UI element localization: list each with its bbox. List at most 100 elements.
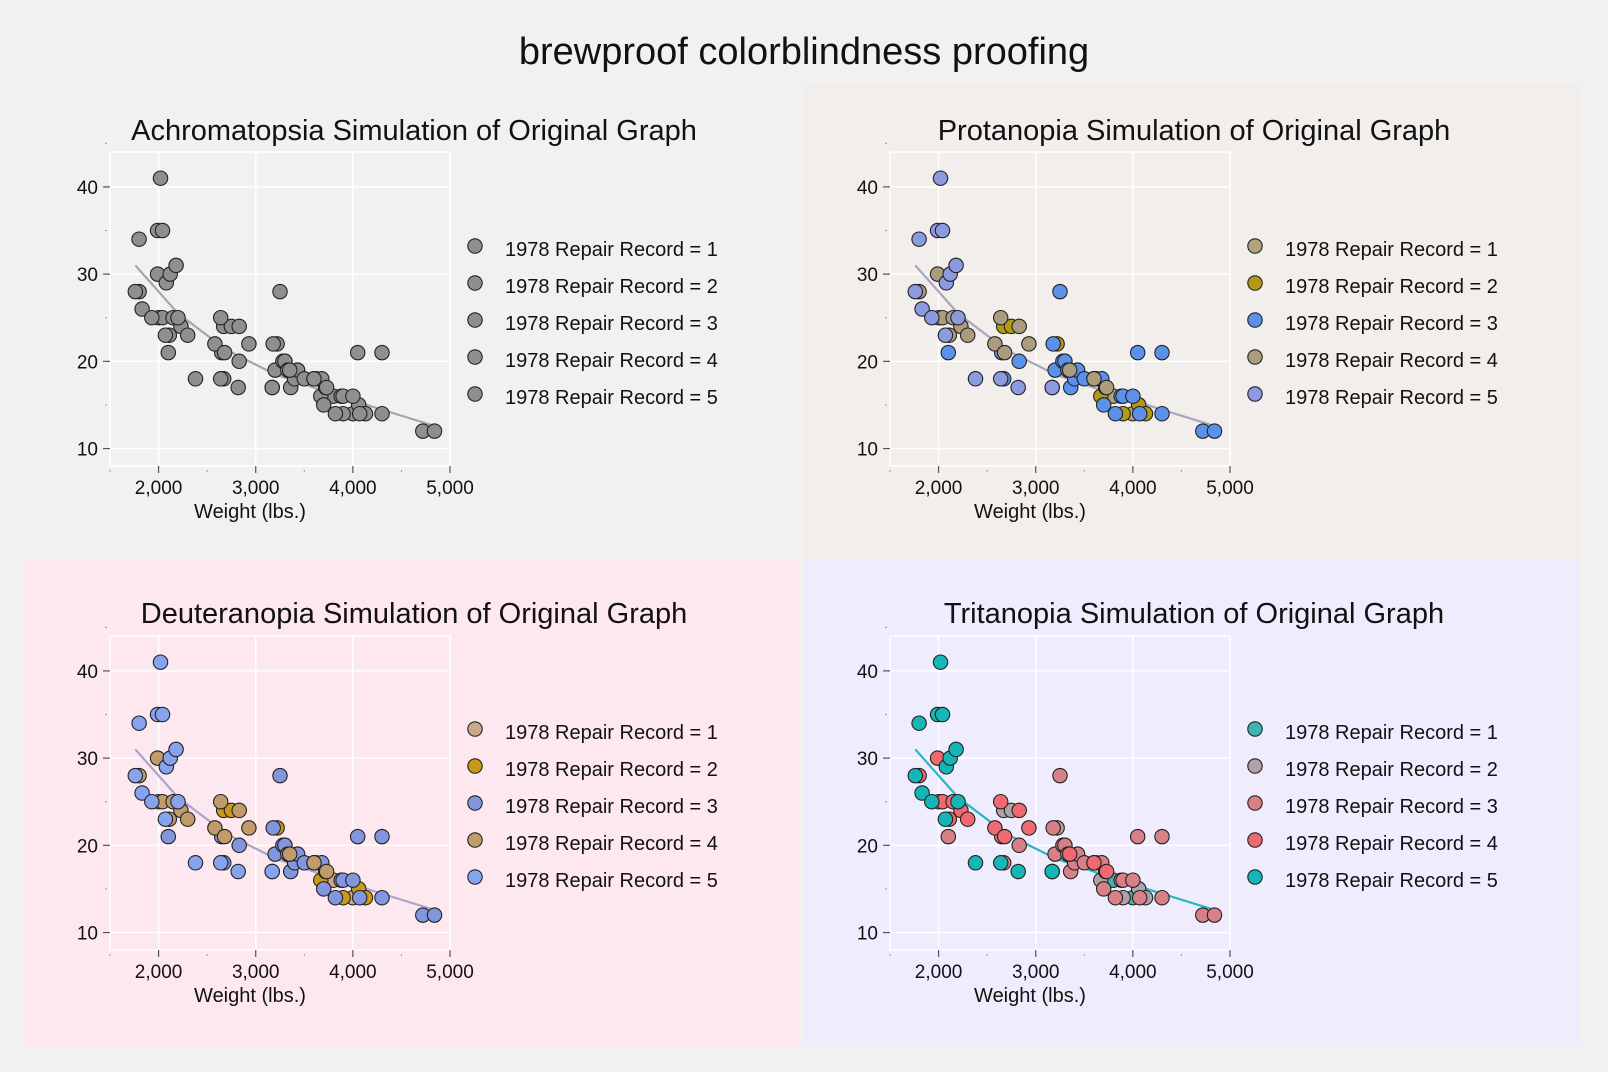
x-tick-label: 2,000	[135, 478, 183, 499]
legend-marker	[467, 758, 483, 774]
scatter-point	[306, 371, 322, 387]
legend-marker	[1247, 349, 1263, 365]
y-tick-label: 40	[857, 178, 878, 199]
legend-marker	[467, 869, 483, 885]
scatter-point	[1206, 423, 1223, 439]
scatter-point	[216, 828, 233, 845]
scatter-point	[934, 222, 951, 239]
legend-marker	[1247, 312, 1263, 328]
legend-marker	[1247, 238, 1263, 254]
legend-label: 1978 Repair Record = 1	[1285, 239, 1498, 261]
scatter-point	[992, 309, 1009, 326]
legend-marker	[467, 275, 483, 291]
scatter-point	[272, 767, 288, 784]
x-tick-label: 5,000	[426, 962, 474, 983]
x-tick-label: 5,000	[1206, 478, 1254, 499]
scatter-point	[1129, 344, 1146, 361]
legend-label: 1978 Repair Record = 1	[1285, 722, 1498, 744]
x-tick-label: 3,000	[232, 478, 280, 499]
scatter-point	[187, 855, 204, 871]
legend-marker	[467, 312, 483, 328]
figure-title: brewproof colorblindness proofing	[519, 31, 1089, 73]
y-tick-label: 40	[77, 662, 98, 683]
scatter-point	[1011, 353, 1027, 370]
scatter-point	[914, 301, 930, 317]
scatter-point	[134, 301, 150, 317]
scatter-point	[351, 405, 368, 422]
legend-marker	[467, 386, 483, 402]
scatter-point	[212, 371, 229, 387]
y-tick-label: 20	[857, 352, 878, 373]
scatter-point	[948, 257, 964, 274]
scatter-point	[940, 344, 957, 361]
scatter-point	[207, 336, 223, 352]
scatter-point	[1052, 767, 1068, 784]
scatter-point	[187, 371, 204, 387]
y-tick-label: 30	[77, 265, 98, 286]
legend-label: 1978 Repair Record = 2	[1285, 276, 1498, 298]
legend-label: 1978 Repair Record = 3	[1285, 313, 1498, 335]
scatter-point	[281, 362, 298, 378]
scatter-point	[207, 820, 223, 836]
legend-label: 1978 Repair Record = 4	[505, 350, 718, 372]
scatter-point	[934, 706, 951, 723]
legend-marker	[1247, 869, 1263, 885]
y-tick-label: 20	[77, 352, 98, 373]
panel-tritanopia: Tritanopia Simulation of Original Graph 2…	[804, 560, 1580, 1046]
x-tick-label: 4,000	[329, 478, 377, 499]
legend-marker	[1247, 275, 1263, 291]
y-tick-label: 20	[77, 836, 98, 857]
x-tick-label: 4,000	[1109, 962, 1157, 983]
legend: 1978 Repair Record = 1 1978 Repair Record…	[1247, 721, 1498, 892]
scatter-point	[160, 344, 177, 361]
x-axis-label: Weight (lbs.)	[974, 501, 1086, 523]
series-5	[907, 654, 1060, 880]
panel-deuteranopia: Deuteranopia Simulation of Original Grap…	[24, 560, 800, 1046]
x-axis-label: Weight (lbs.)	[194, 985, 306, 1007]
legend-marker	[1247, 386, 1263, 402]
x-tick-label: 3,000	[1012, 478, 1060, 499]
scatter-point	[179, 327, 196, 343]
scatter-point	[374, 344, 390, 361]
scatter-point	[992, 793, 1009, 810]
scatter-point	[374, 889, 390, 906]
scatter-point	[127, 767, 144, 784]
x-tick-label: 3,000	[232, 962, 280, 983]
scatter-point	[1052, 283, 1068, 300]
scatter-point	[1131, 889, 1148, 906]
scatter-point	[426, 423, 443, 439]
scatter-point	[349, 344, 366, 361]
scatter-point	[157, 811, 174, 827]
scatter-point	[127, 283, 144, 300]
scatter-point	[996, 344, 1013, 361]
y-tick-label: 30	[77, 749, 98, 770]
scatter-point	[241, 820, 257, 836]
legend-marker	[1247, 832, 1263, 848]
scatter-point	[950, 793, 966, 810]
scatter-point	[318, 379, 335, 396]
legend-label: 1978 Repair Record = 5	[1285, 387, 1498, 409]
legend-label: 1978 Repair Record = 3	[505, 313, 718, 335]
scatter-point	[1107, 405, 1124, 422]
scatter-point	[216, 344, 233, 361]
scatter-point	[168, 741, 184, 758]
series-5	[127, 170, 280, 396]
scatter-point	[374, 828, 390, 845]
legend-label: 1978 Repair Record = 3	[1285, 796, 1498, 818]
panel-title: Deuteranopia Simulation of Original Grap…	[141, 598, 687, 630]
series-5	[907, 170, 1060, 396]
panel-title: Tritanopia Simulation of Original Graph	[944, 598, 1444, 630]
legend-label: 1978 Repair Record = 2	[505, 759, 718, 781]
scatter-point	[170, 793, 186, 810]
scatter-point	[1061, 362, 1078, 378]
legend-label: 1978 Repair Record = 3	[505, 796, 718, 818]
legend-label: 1978 Repair Record = 5	[505, 387, 718, 409]
scatter-point	[318, 863, 335, 880]
scatter-point	[1011, 318, 1027, 335]
y-tick-label: 10	[857, 440, 878, 461]
scatter-point	[212, 855, 229, 871]
legend-marker	[467, 721, 483, 737]
x-tick-label: 2,000	[135, 962, 183, 983]
scatter-point	[1131, 405, 1148, 422]
legend-label: 1978 Repair Record = 5	[1285, 870, 1498, 892]
